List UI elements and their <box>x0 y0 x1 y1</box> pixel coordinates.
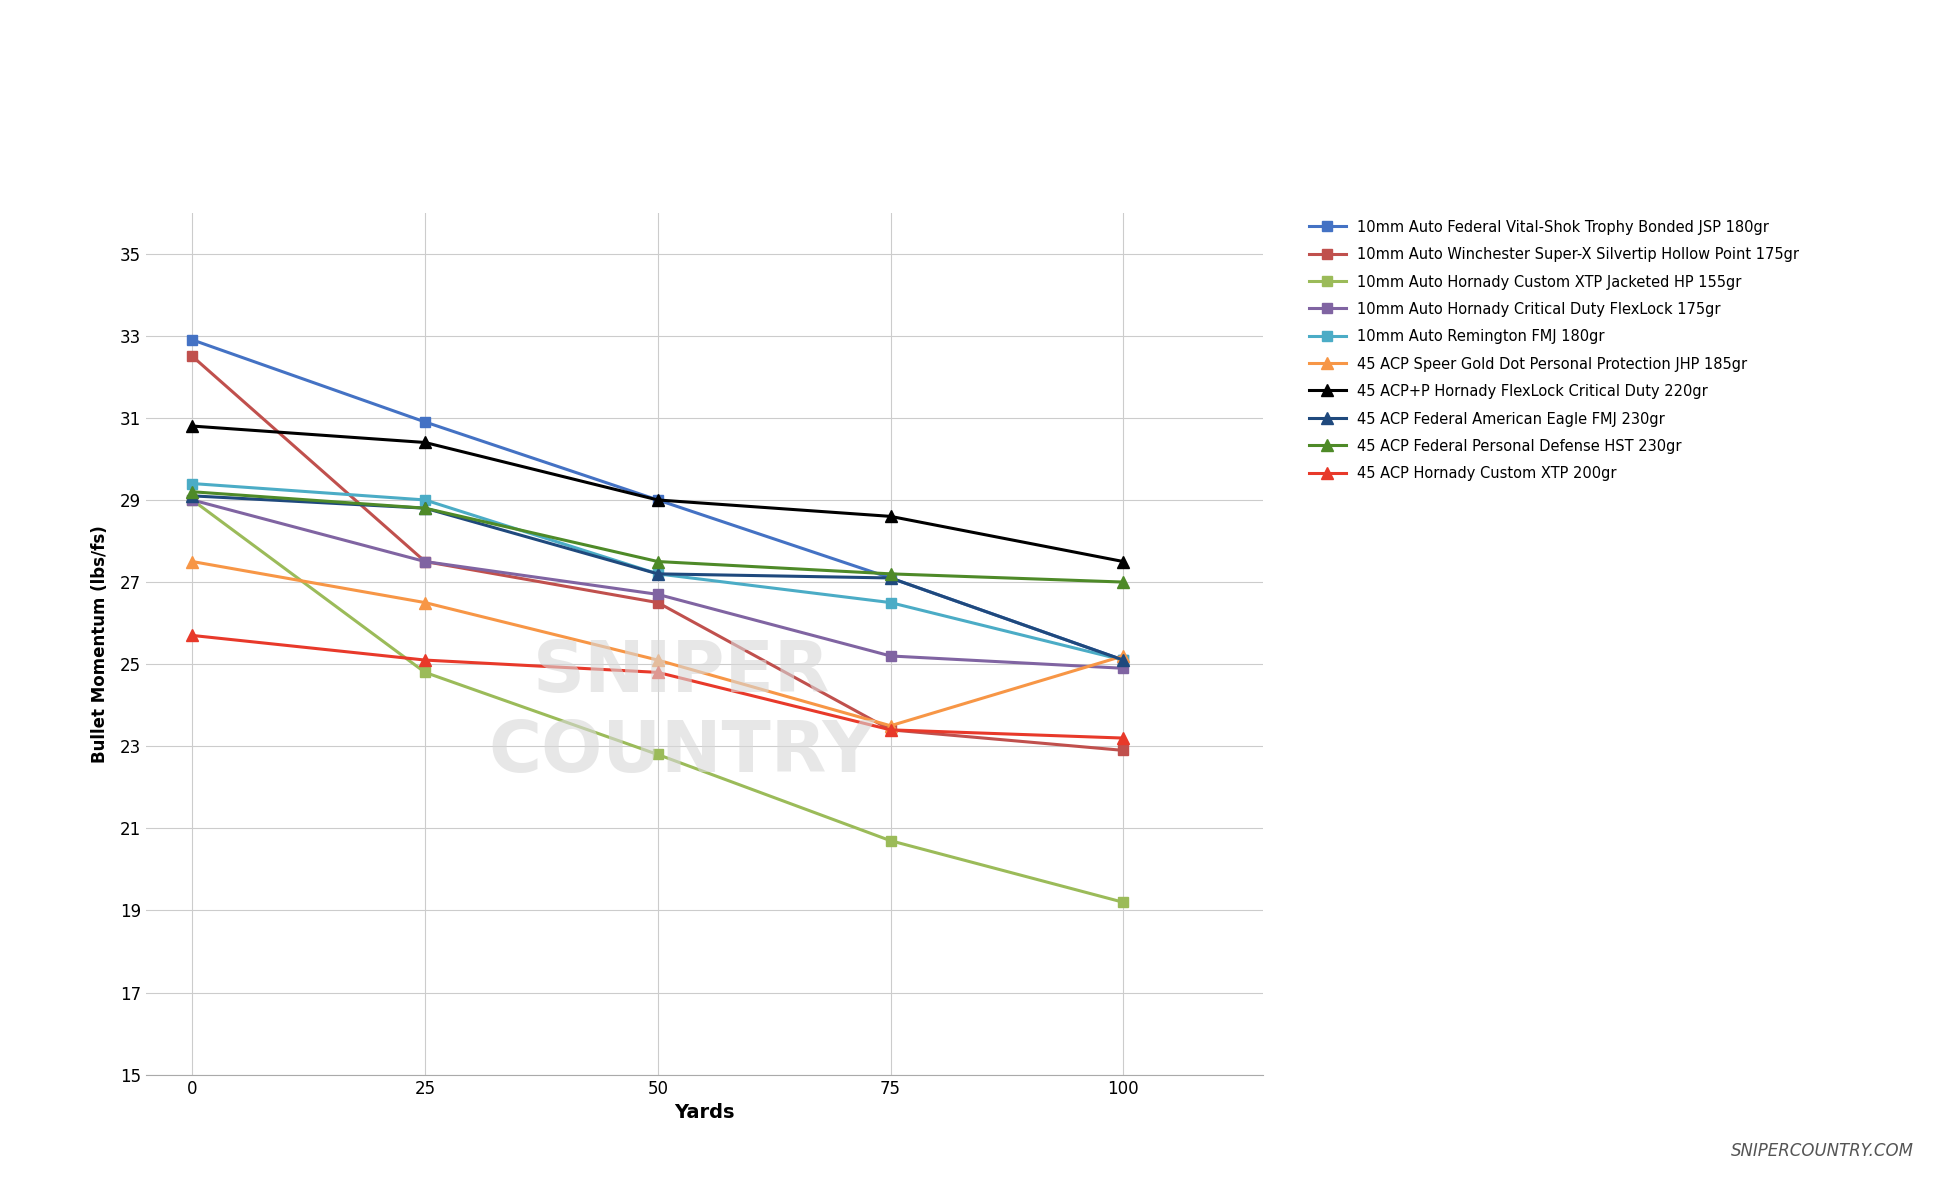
45 ACP Hornady Custom XTP 200gr <box>647 665 670 679</box>
10mm Auto Hornady Custom XTP Jacketed HP 155gr <box>414 665 437 679</box>
45 ACP Speer Gold Dot Personal Protection JHP 185gr <box>181 554 204 568</box>
45 ACP Federal Personal Defense HST 230gr <box>647 554 670 568</box>
10mm Auto Hornady Custom XTP Jacketed HP 155gr <box>1111 895 1135 909</box>
10mm Auto Hornady Custom XTP Jacketed HP 155gr <box>181 492 204 507</box>
10mm Auto Remington FMJ 180gr <box>414 492 437 507</box>
45 ACP+P Hornady FlexLock Critical Duty 220gr <box>878 509 902 523</box>
Text: MOMENTUM: MOMENTUM <box>591 26 1352 133</box>
Line: 45 ACP Federal American Eagle FMJ 230gr: 45 ACP Federal American Eagle FMJ 230gr <box>187 490 1129 666</box>
Line: 10mm Auto Hornady Custom XTP Jacketed HP 155gr: 10mm Auto Hornady Custom XTP Jacketed HP… <box>187 495 1129 907</box>
45 ACP Hornady Custom XTP 200gr <box>181 628 204 642</box>
10mm Auto Federal Vital-Shok Trophy Bonded JSP 180gr <box>1111 653 1135 667</box>
10mm Auto Federal Vital-Shok Trophy Bonded JSP 180gr <box>878 570 902 585</box>
45 ACP Federal Personal Defense HST 230gr <box>414 501 437 515</box>
45 ACP Federal American Eagle FMJ 230gr <box>647 567 670 581</box>
10mm Auto Federal Vital-Shok Trophy Bonded JSP 180gr <box>647 492 670 507</box>
Line: 45 ACP+P Hornady FlexLock Critical Duty 220gr: 45 ACP+P Hornady FlexLock Critical Duty … <box>187 420 1129 567</box>
10mm Auto Winchester Super-X Silvertip Hollow Point 175gr <box>647 595 670 609</box>
Line: 10mm Auto Hornady Critical Duty FlexLock 175gr: 10mm Auto Hornady Critical Duty FlexLock… <box>187 495 1129 673</box>
10mm Auto Winchester Super-X Silvertip Hollow Point 175gr <box>1111 743 1135 757</box>
10mm Auto Hornady Critical Duty FlexLock 175gr <box>181 492 204 507</box>
10mm Auto Federal Vital-Shok Trophy Bonded JSP 180gr <box>414 415 437 429</box>
10mm Auto Hornady Critical Duty FlexLock 175gr <box>414 554 437 568</box>
10mm Auto Remington FMJ 180gr <box>878 595 902 609</box>
45 ACP Speer Gold Dot Personal Protection JHP 185gr <box>647 653 670 667</box>
45 ACP Federal American Eagle FMJ 230gr <box>181 489 204 503</box>
Line: 10mm Auto Remington FMJ 180gr: 10mm Auto Remington FMJ 180gr <box>187 478 1129 665</box>
45 ACP Federal Personal Defense HST 230gr <box>878 567 902 581</box>
45 ACP+P Hornady FlexLock Critical Duty 220gr <box>181 419 204 433</box>
Line: 10mm Auto Federal Vital-Shok Trophy Bonded JSP 180gr: 10mm Auto Federal Vital-Shok Trophy Bond… <box>187 335 1129 665</box>
10mm Auto Remington FMJ 180gr <box>647 567 670 581</box>
45 ACP Federal Personal Defense HST 230gr <box>181 484 204 498</box>
45 ACP Hornady Custom XTP 200gr <box>878 723 902 737</box>
Legend: 10mm Auto Federal Vital-Shok Trophy Bonded JSP 180gr, 10mm Auto Winchester Super: 10mm Auto Federal Vital-Shok Trophy Bond… <box>1310 220 1799 482</box>
Y-axis label: Bullet Momentum (lbs/fs): Bullet Momentum (lbs/fs) <box>91 524 109 763</box>
45 ACP+P Hornady FlexLock Critical Duty 220gr <box>414 436 437 450</box>
X-axis label: Yards: Yards <box>674 1103 734 1122</box>
10mm Auto Remington FMJ 180gr <box>181 476 204 490</box>
10mm Auto Hornady Custom XTP Jacketed HP 155gr <box>647 748 670 762</box>
45 ACP Hornady Custom XTP 200gr <box>414 653 437 667</box>
45 ACP Federal American Eagle FMJ 230gr <box>414 501 437 515</box>
10mm Auto Winchester Super-X Silvertip Hollow Point 175gr <box>878 723 902 737</box>
10mm Auto Hornady Critical Duty FlexLock 175gr <box>878 648 902 663</box>
10mm Auto Remington FMJ 180gr <box>1111 653 1135 667</box>
Line: 45 ACP Hornady Custom XTP 200gr: 45 ACP Hornady Custom XTP 200gr <box>187 629 1129 744</box>
Line: 45 ACP Speer Gold Dot Personal Protection JHP 185gr: 45 ACP Speer Gold Dot Personal Protectio… <box>187 556 1129 731</box>
10mm Auto Winchester Super-X Silvertip Hollow Point 175gr <box>181 350 204 364</box>
45 ACP Federal Personal Defense HST 230gr <box>1111 575 1135 589</box>
45 ACP+P Hornady FlexLock Critical Duty 220gr <box>1111 554 1135 568</box>
45 ACP Speer Gold Dot Personal Protection JHP 185gr <box>414 595 437 609</box>
10mm Auto Hornady Custom XTP Jacketed HP 155gr <box>878 834 902 848</box>
45 ACP+P Hornady FlexLock Critical Duty 220gr <box>647 492 670 507</box>
Line: 10mm Auto Winchester Super-X Silvertip Hollow Point 175gr: 10mm Auto Winchester Super-X Silvertip H… <box>187 352 1129 755</box>
45 ACP Speer Gold Dot Personal Protection JHP 185gr <box>878 719 902 733</box>
Line: 45 ACP Federal Personal Defense HST 230gr: 45 ACP Federal Personal Defense HST 230g… <box>187 487 1129 588</box>
10mm Auto Hornady Critical Duty FlexLock 175gr <box>1111 661 1135 676</box>
45 ACP Hornady Custom XTP 200gr <box>1111 731 1135 745</box>
10mm Auto Winchester Super-X Silvertip Hollow Point 175gr <box>414 554 437 568</box>
Text: SNIPERCOUNTRY.COM: SNIPERCOUNTRY.COM <box>1731 1142 1914 1160</box>
45 ACP Speer Gold Dot Personal Protection JHP 185gr <box>1111 648 1135 663</box>
45 ACP Federal American Eagle FMJ 230gr <box>878 570 902 585</box>
10mm Auto Federal Vital-Shok Trophy Bonded JSP 180gr <box>181 333 204 347</box>
45 ACP Federal American Eagle FMJ 230gr <box>1111 653 1135 667</box>
Text: SNIPER
COUNTRY: SNIPER COUNTRY <box>488 638 876 787</box>
10mm Auto Hornady Critical Duty FlexLock 175gr <box>647 587 670 601</box>
